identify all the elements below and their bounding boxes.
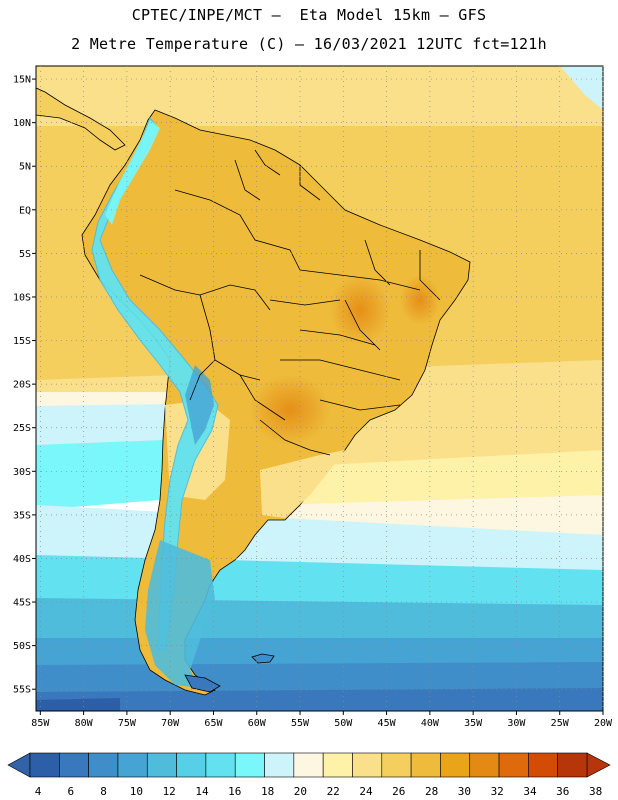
central-america-land — [36, 87, 126, 151]
lat-tick-label: 40S — [13, 554, 31, 565]
colorbar-swatch — [528, 752, 558, 778]
lat-tick-label: 10S — [13, 292, 31, 303]
band-4-6 — [36, 698, 120, 711]
colorbar-labels: 4 6 8 10 12 14 16 18 20 22 24 26 28 30 32 34 36 38 — [35, 785, 603, 798]
lat-tick-label: 30S — [13, 467, 31, 478]
lat-tick-label: 5S — [19, 249, 31, 260]
lat-tick-label: 55S — [13, 685, 31, 696]
band-12-14 — [36, 598, 603, 640]
lat-tick-label: 50S — [13, 641, 31, 652]
colorbar-swatch — [146, 752, 177, 778]
latitude-axis: 15N 10N 5N EQ 5S 10S 15S 20S 25S 30S 35S 40S 45S 50S 5… — [13, 75, 36, 696]
band-north-24-26 — [36, 66, 603, 126]
colorbar-label: 6 — [67, 785, 74, 798]
colorbar-label: 22 — [327, 785, 340, 798]
colorbar-label: 12 — [163, 785, 176, 798]
lat-tick-label: 20S — [13, 380, 31, 391]
lon-tick-label: 30W — [507, 718, 526, 729]
cool-caribbean-corner — [560, 66, 603, 110]
colorbar-label: 14 — [195, 785, 209, 798]
colorbar-swatch — [440, 752, 471, 778]
colorbar-swatch — [293, 752, 324, 778]
colorbar-swatches — [29, 752, 588, 778]
colorbar-swatch — [498, 752, 529, 778]
lat-tick-label: 5N — [19, 162, 31, 173]
colorbar-swatch — [88, 752, 119, 778]
lat-tick-label: 15S — [13, 336, 31, 347]
lon-tick-label: 75W — [118, 718, 137, 729]
longitude-axis: 85W 80W 75W 70W 65W 60W 55W 50W 45W 40W 35W 30W 25W 2… — [31, 711, 613, 729]
colorbar-label: 28 — [425, 785, 438, 798]
colorbar-label: 38 — [589, 785, 602, 798]
colorbar-swatch — [352, 752, 383, 778]
colorbar-label: 34 — [523, 785, 537, 798]
colorbar-swatch — [264, 752, 295, 778]
colorbar-label: 10 — [130, 785, 143, 798]
lon-tick-label: 40W — [421, 718, 440, 729]
colorbar-label: 16 — [228, 785, 241, 798]
colorbar-swatch — [234, 752, 265, 778]
band-6-8 — [36, 688, 603, 711]
colorbar-max-arrow — [586, 752, 611, 778]
hot-core-northeast — [400, 275, 440, 325]
colorbar-label: 26 — [392, 785, 405, 798]
colorbar-label: 30 — [458, 785, 471, 798]
lon-tick-label: 45W — [378, 718, 397, 729]
colorbar-swatch — [557, 752, 588, 778]
colorbar-min-arrow — [7, 752, 31, 778]
colorbar-swatch — [410, 752, 441, 778]
lon-tick-label: 60W — [248, 718, 267, 729]
lon-tick-label: 85W — [31, 718, 50, 729]
lon-tick-label: 35W — [464, 718, 483, 729]
colorbar-swatch — [29, 752, 60, 778]
lon-tick-label: 50W — [334, 718, 353, 729]
title-line-2: 2 Metre Temperature (C) – 16/03/2021 12U… — [71, 35, 547, 53]
map-frame — [35, 65, 604, 712]
lat-tick-label: 15N — [13, 75, 31, 86]
colorbar-label: 18 — [261, 785, 274, 798]
band-16-18-west — [36, 440, 165, 510]
lat-tick-label: 25S — [13, 423, 31, 434]
colorbar-label: 24 — [359, 785, 373, 798]
colorbar-swatch — [59, 752, 89, 778]
lon-tick-label: 65W — [204, 718, 223, 729]
colorbar-swatch — [322, 752, 353, 778]
colorbar-swatch — [469, 752, 500, 778]
lat-tick-label: 45S — [13, 598, 31, 609]
lat-tick-label: 10N — [13, 118, 31, 129]
colorbar: 4 6 8 10 12 14 16 18 20 22 24 26 28 30 32 34 36 38 — [7, 752, 611, 798]
band-18-20-west — [36, 404, 170, 445]
colorbar-swatch — [176, 752, 207, 778]
colorbar-label: 4 — [35, 785, 42, 798]
lon-tick-label: 20W — [594, 718, 613, 729]
andes-coldest-core — [185, 365, 214, 445]
colorbar-swatch — [117, 752, 148, 778]
patagonia-cool — [145, 540, 215, 688]
uruguay-region — [260, 450, 345, 518]
lon-tick-label: 25W — [551, 718, 570, 729]
lon-tick-label: 55W — [291, 718, 310, 729]
tierra-del-fuego — [184, 674, 221, 693]
andes-north-core — [105, 120, 160, 225]
colorbar-label: 20 — [294, 785, 307, 798]
hot-core-paraguay — [250, 375, 330, 445]
colorbar-label: 8 — [100, 785, 107, 798]
lat-tick-label: EQ — [19, 205, 31, 216]
hot-core-brazil — [330, 275, 390, 345]
colorbar-label: 32 — [491, 785, 504, 798]
lon-tick-label: 80W — [75, 718, 94, 729]
lon-tick-label: 70W — [161, 718, 180, 729]
lat-tick-label: 35S — [13, 510, 31, 521]
colorbar-swatch — [381, 752, 412, 778]
temperature-field — [36, 66, 603, 711]
title-line-1: CPTEC/INPE/MCT – Eta Model 15km – GFS — [131, 6, 487, 24]
colorbar-swatch — [205, 752, 236, 778]
colorbar-label: 36 — [556, 785, 569, 798]
